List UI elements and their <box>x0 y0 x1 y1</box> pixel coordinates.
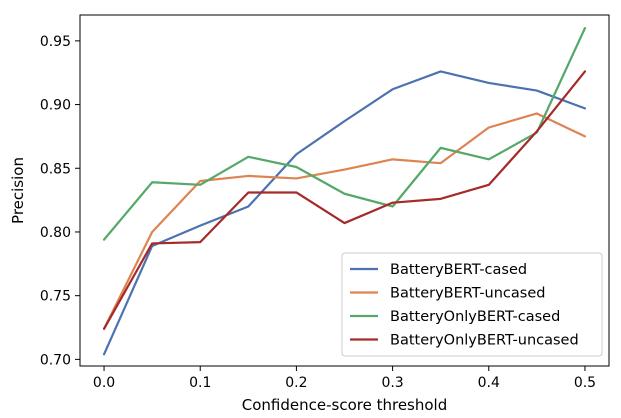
legend-label: BatteryBERT-uncased <box>390 286 545 302</box>
legend-box <box>341 252 603 357</box>
y-tick-label: 0.95 <box>40 34 71 50</box>
x-tick-label: 0.3 <box>381 375 403 391</box>
y-axis-ticks: 0.70 0.75 0.80 0.85 0.90 0.95 <box>40 34 80 368</box>
x-axis-label: Confidence-score threshold <box>242 396 447 414</box>
legend-label: BatteryBERT-cased <box>390 262 527 278</box>
y-tick-label: 0.75 <box>40 289 71 305</box>
x-axis-ticks: 0.0 0.1 0.2 0.3 0.4 0.5 <box>93 366 596 391</box>
plot-frame <box>79 14 610 367</box>
y-tick-label: 0.85 <box>40 161 71 177</box>
x-tick-label: 0.0 <box>93 375 115 391</box>
series-line-batteryonlybert-cased <box>102 27 587 241</box>
series-line-batterybert-cased <box>102 70 587 356</box>
legend: BatteryBERT-cased BatteryBERT-uncased Batt… <box>341 252 603 357</box>
x-tick-label: 0.5 <box>574 375 596 391</box>
series-line-batteryonlybert-uncased <box>102 70 587 330</box>
series-line-batterybert-uncased <box>102 112 587 330</box>
y-tick-label: 0.90 <box>40 98 71 114</box>
series-lines <box>102 27 587 356</box>
y-tick-label: 0.80 <box>40 225 71 241</box>
y-tick-label: 0.70 <box>40 352 71 368</box>
legend-label: BatteryOnlyBERT-cased <box>390 309 560 325</box>
x-tick-label: 0.1 <box>189 375 211 391</box>
legend-label: BatteryOnlyBERT-uncased <box>390 333 579 349</box>
y-axis-label: Precision <box>9 157 27 224</box>
x-tick-label: 0.2 <box>285 375 307 391</box>
x-tick-label: 0.4 <box>478 375 500 391</box>
